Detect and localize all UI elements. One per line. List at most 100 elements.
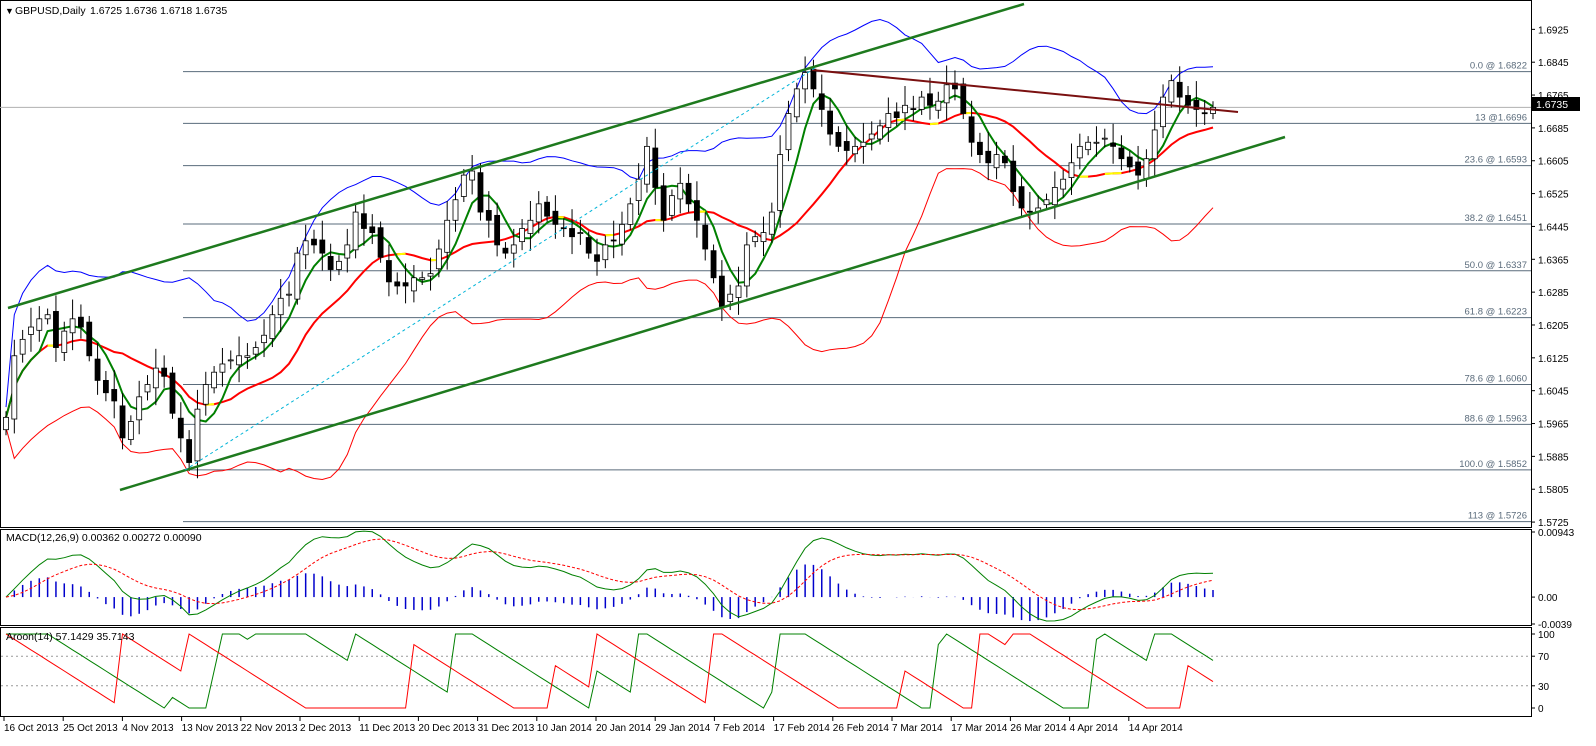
candle-body	[394, 281, 401, 287]
candle-body	[527, 219, 534, 234]
ma-flat-segment	[929, 122, 939, 126]
fib-level-label: 113 @ 1.5726	[1468, 511, 1527, 522]
price-tick-label: 1.5965	[1538, 420, 1569, 431]
candle-body	[752, 236, 759, 243]
time-tick-label: 31 Dec 2013	[478, 723, 535, 734]
trendlines-layer[interactable]	[7, 2, 1286, 492]
ma-flat-segment	[896, 118, 906, 122]
time-tick-label: 2 Dec 2013	[300, 723, 352, 734]
candle-body	[94, 358, 101, 381]
price-tick-label: 1.6605	[1538, 157, 1569, 168]
candle-body	[427, 273, 434, 277]
candle-body	[1085, 141, 1092, 151]
candle-body	[127, 421, 134, 440]
candle-body	[644, 145, 650, 185]
candle-body	[743, 244, 750, 287]
candle-body	[1193, 99, 1200, 110]
axes-layer: 1.6925 1.6845 1.6765 1.6685 1.6605 1.6525 1.64…	[3, 25, 1575, 734]
fib-level-label: 0.0 @ 1.6822	[1470, 61, 1527, 72]
candle-body	[768, 211, 775, 235]
candle-body	[410, 277, 417, 292]
candle-body	[435, 248, 442, 270]
candle-body	[469, 170, 476, 181]
candle-body	[1068, 162, 1075, 178]
symbol-label: GBPUSD,Daily	[15, 5, 86, 17]
time-tick-label: 7 Feb 2014	[714, 723, 765, 734]
candle-body	[1168, 80, 1175, 103]
candle-body	[560, 227, 567, 230]
candle-body	[985, 150, 992, 164]
aroon-layer	[1, 633, 1531, 709]
candle-body	[261, 334, 267, 344]
candle-body	[960, 83, 967, 114]
price-tick-label: 1.6685	[1538, 124, 1569, 135]
candle-body	[702, 224, 709, 250]
candle-body	[585, 237, 592, 254]
fib-level-label: 23.6 @ 1.6593	[1465, 155, 1527, 166]
candle-body	[111, 389, 118, 402]
candle-body	[777, 154, 784, 211]
candle-body	[1118, 147, 1125, 160]
candle-body	[3, 416, 9, 431]
time-tick-label: 26 Feb 2014	[833, 723, 890, 734]
candle-body	[660, 185, 667, 221]
macd-signal-line	[5, 538, 1214, 611]
candle-body	[186, 439, 193, 463]
candle-body	[735, 285, 742, 298]
candle-body	[652, 147, 659, 188]
time-tick-label: 20 Dec 2013	[418, 723, 475, 734]
macd-tick-label: 0.00943	[1538, 528, 1575, 539]
candle-body	[202, 384, 209, 405]
candle-body	[1051, 187, 1058, 206]
price-tick-label: 1.6365	[1538, 255, 1569, 266]
candle-body	[352, 211, 359, 251]
candle-body	[827, 110, 833, 135]
price-tick-label: 1.5725	[1538, 518, 1569, 529]
candle-body	[677, 182, 684, 200]
ma-flat-segment	[397, 252, 406, 256]
candle-body	[152, 367, 159, 389]
candle-body	[818, 93, 825, 110]
fib-level-label: 78.6 @ 1.6060	[1465, 374, 1527, 385]
candle-body	[69, 318, 76, 334]
time-tick-label: 4 Nov 2013	[122, 723, 174, 734]
candle-body	[510, 244, 517, 254]
candle-body	[336, 260, 342, 270]
candle-body	[1018, 186, 1025, 209]
time-tick-label: 7 Mar 2014	[892, 723, 943, 734]
fibonacci-layer: 0.0 @ 1.6822 13 @1.6696 23.6 @ 1.6593 38.2 …	[0, 61, 1531, 523]
candle-body	[1060, 178, 1067, 190]
candle-body	[544, 201, 550, 217]
candle-body	[177, 417, 184, 439]
candle-body	[252, 347, 259, 355]
macd-label: MACD(12,26,9) 0.00362 0.00272 0.00090	[6, 532, 202, 544]
candle-body	[452, 199, 459, 221]
time-tick-label: 25 Oct 2013	[63, 723, 118, 734]
candle-body	[444, 219, 451, 253]
candle-body	[78, 316, 84, 328]
fib-level-label: 38.2 @ 1.6451	[1465, 213, 1527, 224]
candle-body	[1135, 161, 1141, 176]
candle-body	[785, 113, 792, 151]
candle-body	[1160, 96, 1166, 128]
time-tick-label: 20 Jan 2014	[596, 723, 651, 734]
candle-body	[718, 275, 725, 307]
chart-menu-arrow-icon[interactable]: ▼	[5, 6, 14, 16]
candle-body	[161, 367, 168, 377]
fib-level-label: 61.8 @ 1.6223	[1465, 307, 1527, 318]
ma-flat-segment	[1104, 172, 1114, 175]
aroon-up-line	[6, 633, 1214, 709]
indicator-layer	[5, 18, 1214, 481]
candle-body	[194, 408, 201, 462]
macd-panel-frame	[0, 529, 1532, 626]
fib-level-label: 100.0 @ 1.5852	[1459, 459, 1527, 470]
candle-body	[885, 113, 892, 128]
candle-body	[302, 240, 309, 256]
candle-body	[852, 145, 858, 155]
aroon-tick-label: 100	[1538, 630, 1555, 641]
price-tick-label: 1.6525	[1538, 190, 1569, 201]
candle-body	[710, 250, 717, 279]
candle-body	[494, 214, 501, 246]
time-tick-label: 16 Oct 2013	[4, 723, 59, 734]
